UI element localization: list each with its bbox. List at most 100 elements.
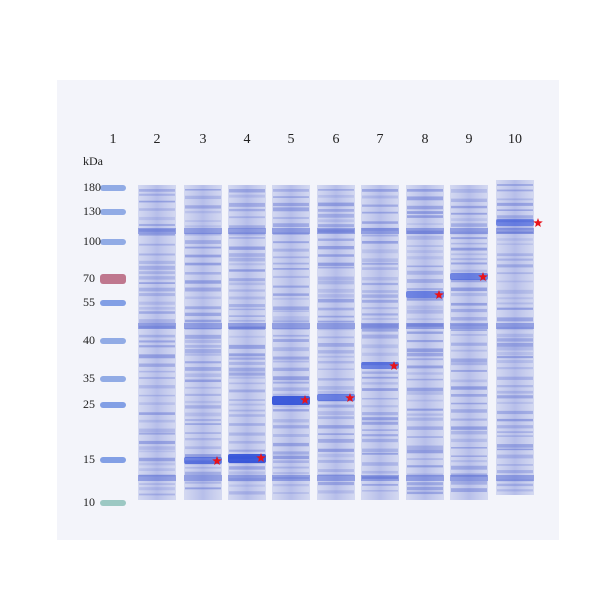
band	[497, 489, 533, 492]
band	[318, 481, 354, 486]
band	[273, 248, 309, 252]
lane	[228, 185, 266, 500]
band	[273, 434, 309, 437]
band	[273, 285, 309, 288]
band	[139, 487, 175, 491]
band	[184, 228, 222, 234]
marker-label: 15	[83, 452, 95, 466]
band	[273, 275, 309, 279]
band	[273, 356, 309, 360]
band	[362, 483, 398, 486]
band	[139, 412, 175, 415]
band	[185, 393, 221, 396]
band	[318, 368, 354, 370]
star-marker	[345, 393, 355, 402]
ladder-band	[100, 402, 126, 408]
lane-label: 4	[244, 132, 251, 147]
band	[185, 454, 221, 458]
band	[229, 353, 265, 357]
band	[318, 360, 354, 364]
band	[451, 386, 487, 390]
band	[497, 351, 533, 356]
band	[185, 437, 221, 441]
band	[139, 233, 175, 236]
band	[273, 425, 309, 429]
band	[451, 242, 487, 245]
band	[229, 471, 265, 475]
band	[273, 297, 309, 300]
band	[497, 479, 533, 482]
band	[451, 205, 487, 209]
band	[273, 419, 309, 423]
band	[318, 262, 354, 266]
band	[318, 288, 354, 293]
band	[139, 450, 175, 453]
band	[497, 385, 533, 388]
band	[139, 260, 175, 264]
band	[318, 416, 354, 420]
band	[451, 308, 487, 313]
band	[407, 215, 443, 218]
marker-label: 10	[83, 495, 95, 509]
band	[318, 425, 354, 429]
band	[407, 348, 443, 353]
band	[228, 228, 266, 234]
band	[229, 263, 265, 266]
lane	[138, 185, 176, 500]
band	[407, 486, 443, 491]
band	[318, 404, 354, 408]
band	[407, 279, 443, 283]
marker-label: 35	[83, 371, 95, 385]
band	[451, 324, 487, 326]
band	[318, 224, 354, 228]
band	[273, 334, 309, 337]
band	[273, 306, 309, 311]
band	[273, 403, 309, 408]
band	[451, 349, 487, 352]
band	[450, 323, 488, 329]
band	[362, 258, 398, 263]
band	[451, 258, 487, 261]
band	[229, 208, 265, 212]
lane	[184, 185, 222, 500]
band	[139, 402, 175, 405]
star-marker	[212, 456, 222, 465]
band	[362, 388, 398, 391]
band	[229, 326, 265, 330]
band	[497, 189, 533, 192]
star-marker	[533, 218, 543, 227]
band	[139, 293, 175, 297]
unit-label: kDa	[83, 154, 104, 168]
band	[229, 232, 265, 236]
band	[139, 265, 175, 270]
band	[451, 189, 487, 193]
band	[407, 235, 443, 240]
band	[497, 225, 533, 230]
band	[362, 299, 398, 303]
band	[496, 475, 534, 481]
band	[497, 360, 533, 364]
band	[362, 234, 398, 237]
band	[362, 438, 398, 443]
band	[229, 278, 265, 282]
band	[318, 355, 354, 358]
band	[185, 246, 221, 249]
band	[497, 198, 533, 201]
band	[229, 189, 265, 193]
band	[185, 306, 221, 310]
band	[407, 445, 443, 450]
band	[497, 338, 533, 342]
band	[185, 379, 221, 383]
band	[229, 432, 265, 436]
band	[229, 478, 265, 482]
band	[451, 447, 487, 449]
band	[497, 431, 533, 434]
band	[407, 288, 443, 291]
band	[139, 345, 175, 348]
band	[497, 418, 533, 422]
ladder-band	[100, 239, 126, 245]
band	[229, 382, 265, 385]
band	[185, 471, 221, 476]
band	[362, 267, 398, 270]
band	[406, 323, 444, 329]
